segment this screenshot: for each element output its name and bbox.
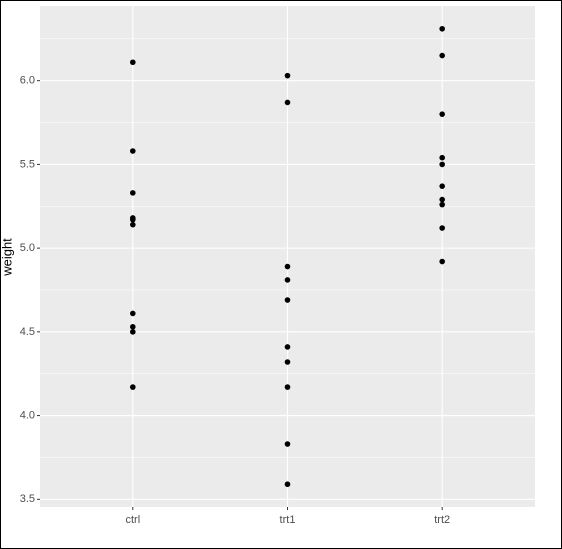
point	[130, 329, 136, 335]
point	[130, 384, 136, 390]
point	[284, 359, 291, 365]
point	[439, 154, 445, 161]
point	[439, 225, 445, 231]
point	[130, 221, 136, 228]
point	[439, 25, 445, 32]
point	[284, 384, 291, 390]
point	[130, 310, 136, 317]
point	[284, 72, 291, 79]
y-tick-label: 5.5	[20, 158, 35, 170]
point	[439, 201, 445, 208]
point	[439, 111, 445, 117]
point	[439, 161, 445, 168]
point	[439, 183, 445, 189]
point	[130, 216, 136, 223]
y-tick-label: 3.5	[20, 493, 35, 505]
y-tick-label: 6.0	[20, 75, 35, 87]
point	[284, 344, 291, 350]
x-tick-label: trt1	[280, 514, 296, 526]
point	[130, 148, 136, 154]
x-tick-label: trt2	[434, 514, 450, 526]
point	[284, 263, 291, 270]
point	[439, 52, 445, 59]
point	[439, 258, 445, 265]
y-tick-label: 5.0	[20, 242, 35, 254]
point	[284, 297, 291, 303]
y-tick-label: 4.5	[20, 326, 35, 338]
x-tick-label: ctrl	[125, 514, 140, 526]
point	[130, 59, 136, 66]
point	[284, 99, 291, 106]
point	[439, 196, 445, 203]
point	[284, 277, 291, 283]
point	[284, 481, 291, 488]
y-axis-title: weight	[0, 238, 14, 277]
y-tick-label: 4.0	[20, 409, 35, 421]
point	[130, 190, 136, 196]
point	[130, 324, 136, 330]
point	[284, 441, 291, 447]
